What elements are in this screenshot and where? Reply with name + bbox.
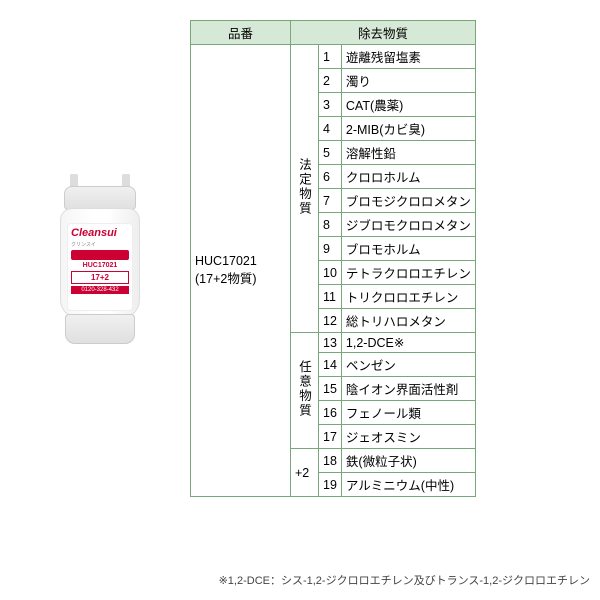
cat-plus: +2 — [291, 449, 319, 497]
label-sub: クリンスイ — [71, 241, 129, 248]
spec-table: 品番 除去物質 HUC17021 (17+2物質) 法定物質 1 遊離残留塩素 … — [190, 20, 476, 497]
row-num: 14 — [319, 353, 342, 377]
row-num: 9 — [319, 237, 342, 261]
row-name: ブロモホルム — [341, 237, 475, 261]
row-num: 3 — [319, 93, 342, 117]
row-name: クロロホルム — [341, 165, 475, 189]
th-substances: 除去物質 — [291, 21, 476, 45]
row-num: 16 — [319, 401, 342, 425]
row-num: 4 — [319, 117, 342, 141]
row-num: 7 — [319, 189, 342, 213]
row-name: テトラクロロエチレン — [341, 261, 475, 285]
row-num: 8 — [319, 213, 342, 237]
row-num: 18 — [319, 449, 342, 473]
row-name: CAT(農薬) — [341, 93, 475, 117]
row-num: 15 — [319, 377, 342, 401]
row-name: ベンゼン — [341, 353, 475, 377]
cat-optional: 任意物質 — [291, 333, 319, 449]
row-num: 12 — [319, 309, 342, 333]
row-num: 17 — [319, 425, 342, 449]
row-name: 1,2-DCE※ — [341, 333, 475, 353]
row-num: 1 — [319, 45, 342, 69]
row-name: 陰イオン界面活性剤 — [341, 377, 475, 401]
row-num: 13 — [319, 333, 342, 353]
row-name: ジェオスミン — [341, 425, 475, 449]
row-name: 総トリハロメタン — [341, 309, 475, 333]
row-num: 5 — [319, 141, 342, 165]
th-model: 品番 — [191, 21, 291, 45]
row-name: 濁り — [341, 69, 475, 93]
product-image: Cleansui クリンスイ HUC17021 17+2 0120-328-43… — [20, 174, 180, 344]
model-cell: HUC17021 (17+2物質) — [191, 45, 291, 497]
row-name: アルミニウム(中性) — [341, 473, 475, 497]
row-name: 溶解性鉛 — [341, 141, 475, 165]
row-num: 10 — [319, 261, 342, 285]
footnote: ※1,2-DCE：シス-1,2-ジクロロエチレン及びトランス-1,2-ジクロロエ… — [170, 572, 590, 588]
row-num: 11 — [319, 285, 342, 309]
row-name: 鉄(微粒子状) — [341, 449, 475, 473]
row-num: 6 — [319, 165, 342, 189]
row-num: 2 — [319, 69, 342, 93]
row-name: ブロモジクロロメタン — [341, 189, 475, 213]
row-name: トリクロロエチレン — [341, 285, 475, 309]
row-name: 遊離残留塩素 — [341, 45, 475, 69]
label-box: 17+2 — [71, 271, 129, 284]
row-name: フェノール類 — [341, 401, 475, 425]
row-name: 2-MIB(カビ臭) — [341, 117, 475, 141]
row-num: 19 — [319, 473, 342, 497]
row-name: ジブロモクロロメタン — [341, 213, 475, 237]
label-red — [71, 250, 129, 260]
label-code: HUC17021 — [71, 262, 129, 269]
cat-legal: 法定物質 — [291, 45, 319, 333]
label-tel: 0120-328-432 — [71, 286, 129, 294]
label-brand: Cleansui — [71, 227, 129, 239]
